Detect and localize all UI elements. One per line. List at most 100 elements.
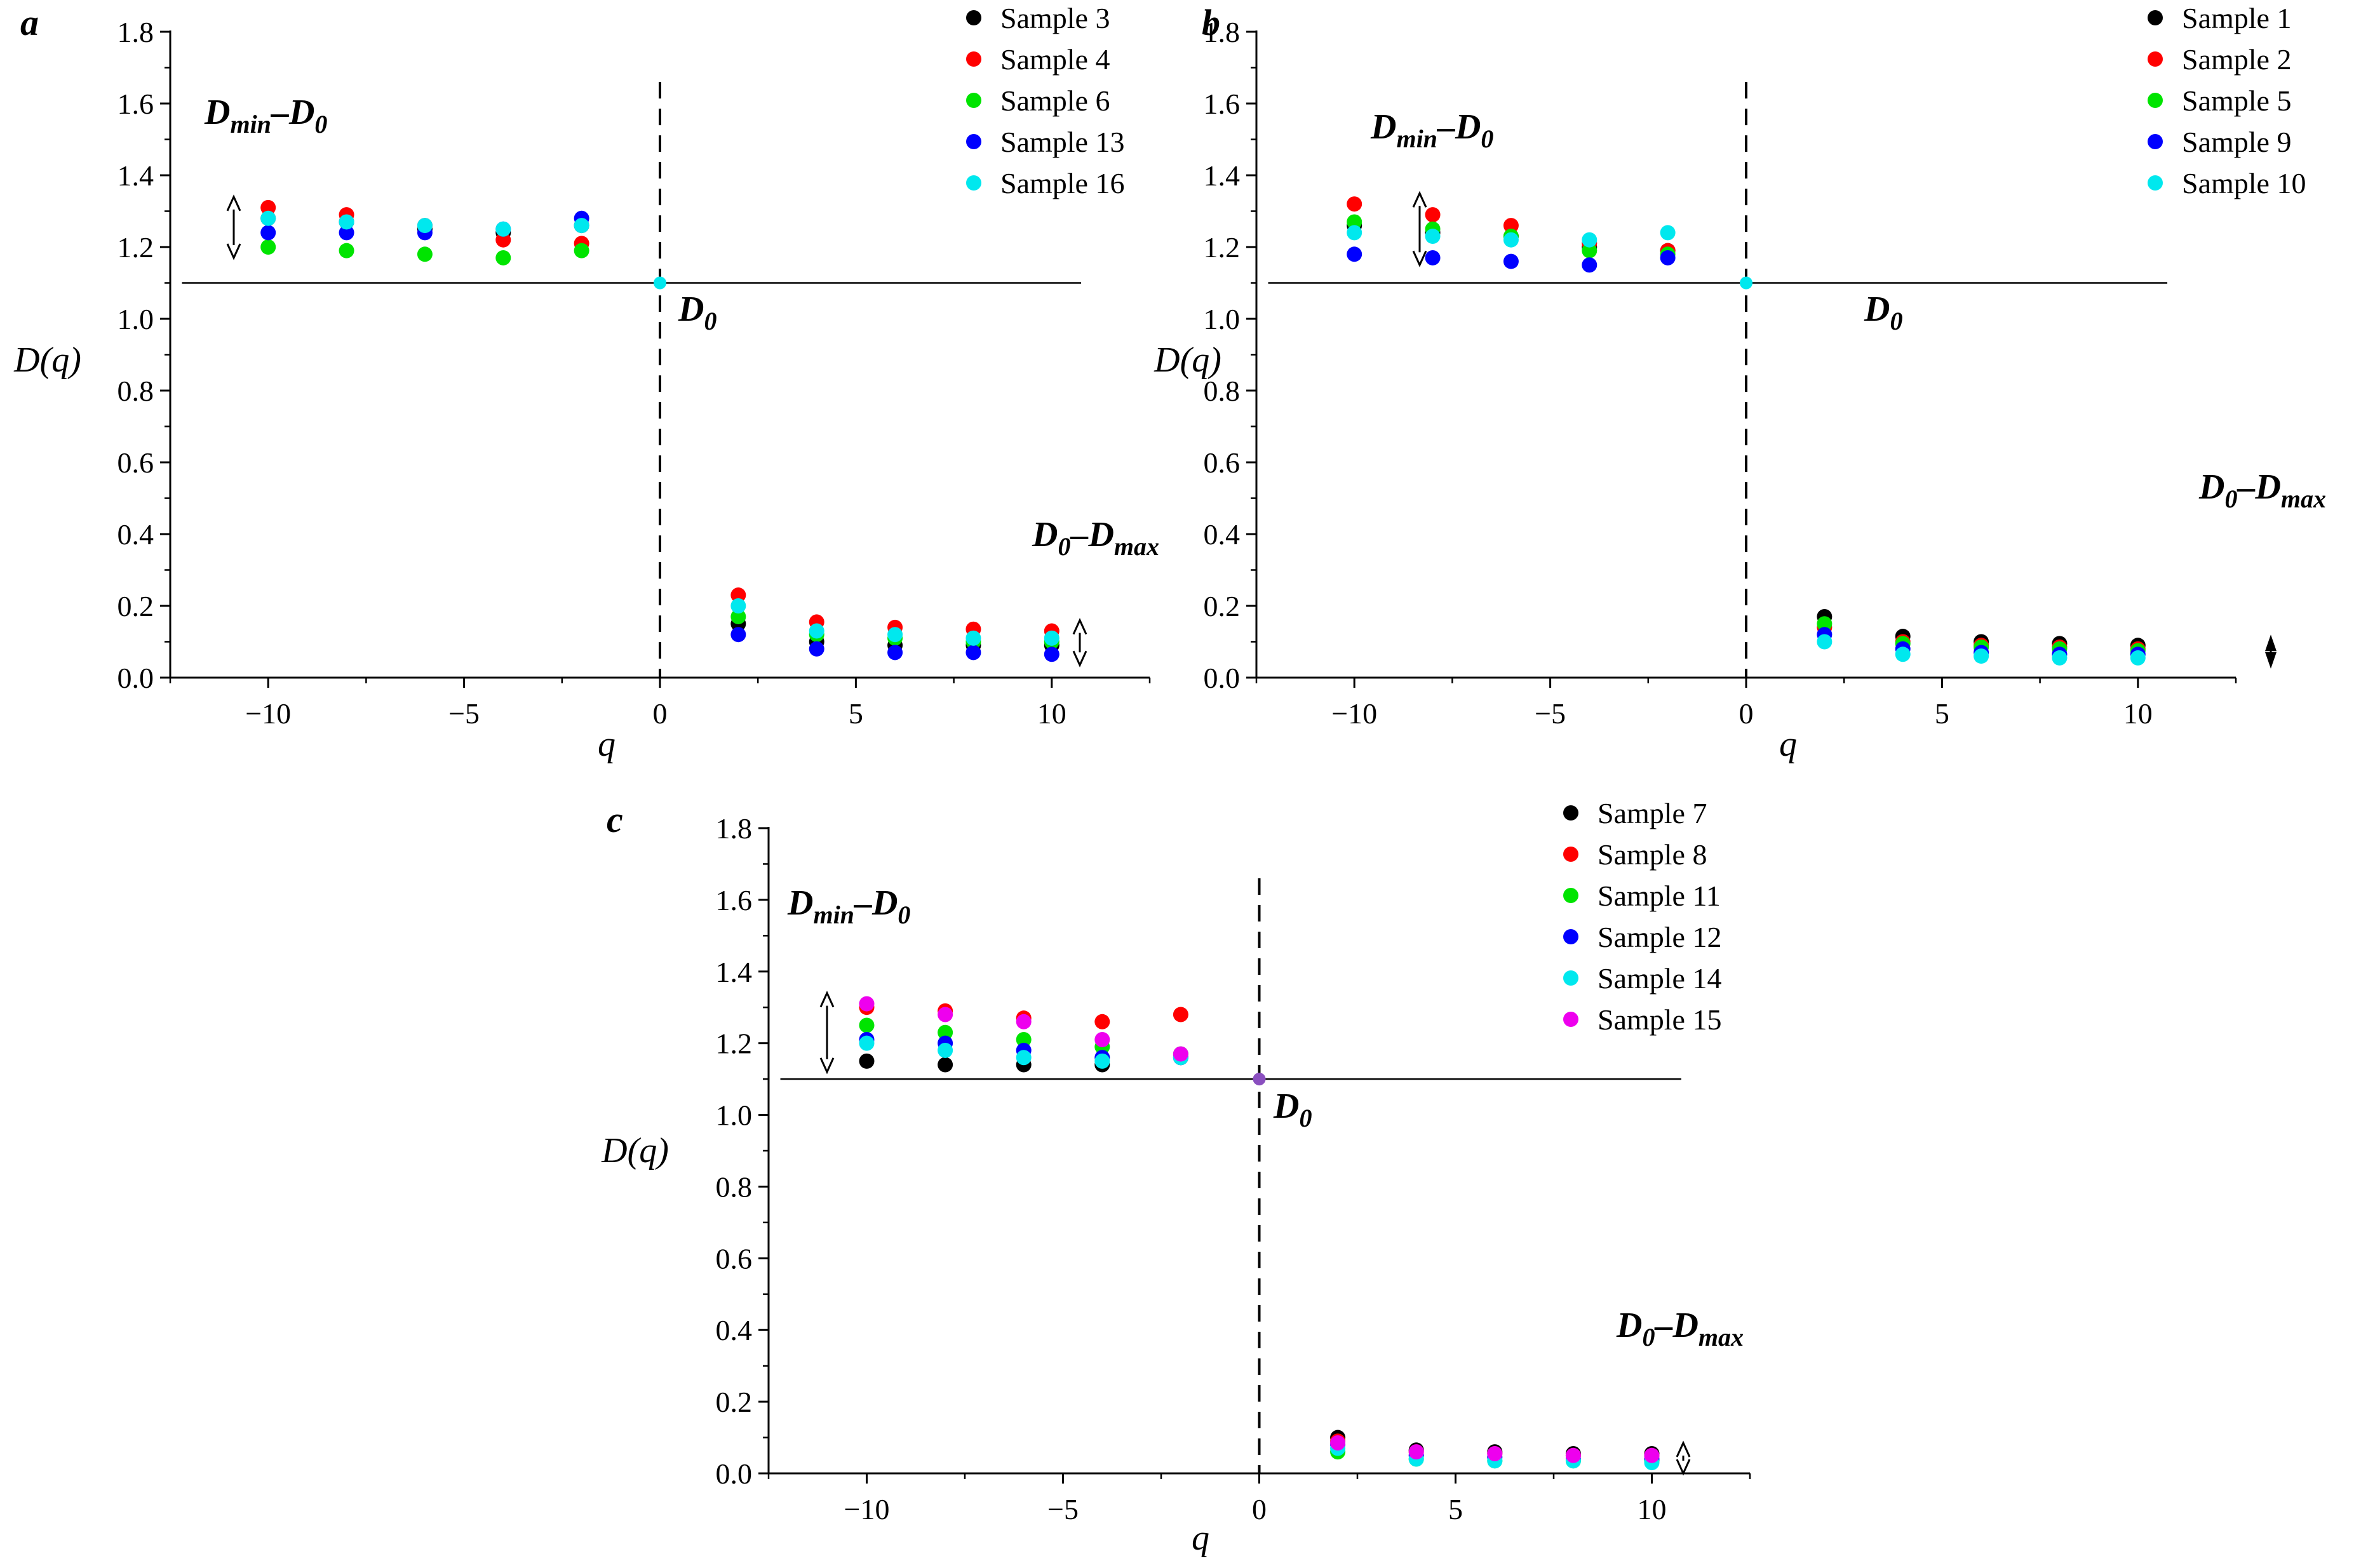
dmin-range-arrow-head-up xyxy=(226,194,241,211)
y-axis-label: D(q) xyxy=(601,1131,669,1170)
annot-text: D xyxy=(787,883,813,923)
data-point xyxy=(1582,257,1598,273)
data-point xyxy=(1582,243,1598,258)
legend-marker xyxy=(966,93,981,108)
dmin-range-arrow-head-down xyxy=(226,243,241,260)
data-point xyxy=(1094,1053,1110,1069)
x-tick-label: −10 xyxy=(1331,697,1377,730)
data-point xyxy=(339,225,354,241)
d0-data-point xyxy=(654,276,666,290)
x-tick-label: 0 xyxy=(653,697,668,730)
legend-label: Sample 1 xyxy=(2182,2,2291,34)
series-sample-15 xyxy=(859,996,1660,1463)
x-tick-label: 0 xyxy=(1252,1493,1267,1525)
annot-sub: max xyxy=(1698,1323,1744,1351)
y-tick-label: 1.6 xyxy=(716,884,753,916)
data-point xyxy=(1895,647,1911,662)
y-tick-label: 1.0 xyxy=(118,303,154,335)
legend-label: Sample 13 xyxy=(1000,126,1124,158)
data-point xyxy=(1817,616,1833,632)
data-point xyxy=(1660,225,1676,241)
x-tick-label: 10 xyxy=(2123,697,2153,730)
dmin-d0-annotation: Dmin–D0 xyxy=(204,93,327,138)
y-tick-label: 1.8 xyxy=(716,812,753,845)
data-point xyxy=(938,1007,953,1022)
data-point xyxy=(1660,250,1676,265)
y-tick-label: 1.6 xyxy=(1204,88,1241,120)
legend-label: Sample 6 xyxy=(1000,84,1110,117)
annot-text: D xyxy=(1032,515,1058,554)
annot-sub: 0 xyxy=(1481,124,1493,153)
data-point xyxy=(730,587,746,603)
data-point xyxy=(1582,232,1598,248)
series-sample-2 xyxy=(1347,196,2146,657)
data-point xyxy=(809,623,824,639)
dmin-range-arrow xyxy=(819,991,835,1075)
annot-sub: max xyxy=(1114,532,1159,561)
y-tick-label: 0.6 xyxy=(1204,446,1241,479)
data-point xyxy=(1044,630,1059,646)
d0-data-point xyxy=(1740,276,1752,290)
annot-text: –D xyxy=(1437,107,1481,147)
panel-a: 0.0 0.2 0.4 0.6 0.8 1.0 1.2 1.4 1.6 1.8 −10 −5 0 5 10 D… xyxy=(13,2,1159,764)
y-tick-label: 1.8 xyxy=(1204,16,1241,48)
data-point xyxy=(1330,1435,1346,1451)
data-point xyxy=(887,645,903,660)
x-tick-label: −5 xyxy=(1535,697,1566,730)
dmax-range-arrow xyxy=(2265,634,2277,669)
y-tick-label: 1.4 xyxy=(118,159,154,192)
d0-annotation: D0 xyxy=(1864,290,1902,335)
data-point xyxy=(859,1017,875,1033)
data-point xyxy=(1817,634,1833,650)
dmin-range-arrow xyxy=(226,194,241,260)
y-axis-label: D(q) xyxy=(13,340,81,380)
y-tick-label: 0.0 xyxy=(716,1457,753,1490)
y-tick-label: 0.2 xyxy=(1204,590,1241,622)
legend: Sample 1 Sample 2 Sample 5 Sample 9 Sample 1… xyxy=(2148,2,2306,199)
annot-sub: 0 xyxy=(1642,1323,1655,1351)
y-tick-label: 0.8 xyxy=(716,1170,753,1203)
data-point xyxy=(495,221,511,237)
annot-text: –D xyxy=(2237,467,2280,507)
y-tick-label: 1.0 xyxy=(716,1099,753,1132)
data-point xyxy=(730,627,746,643)
panel-c: 0.0 0.2 0.4 0.6 0.8 1.0 1.2 1.4 1.6 1.8 −10 −5 0 5 10 D… xyxy=(601,797,1751,1558)
x-axis-label: q xyxy=(1192,1518,1209,1558)
legend-marker xyxy=(2148,51,2163,67)
legend-label: Sample 9 xyxy=(2182,126,2291,158)
annot-text: D xyxy=(1616,1306,1642,1345)
data-point xyxy=(260,225,276,241)
panel-b: 0.0 0.2 0.4 0.6 0.8 1.0 1.2 1.4 1.6 1.8 −10 −5 0 5 10 D… xyxy=(1154,2,2326,764)
data-point xyxy=(1173,1007,1188,1022)
data-point xyxy=(887,627,903,643)
data-point xyxy=(495,232,511,248)
y-tick-label: 1.2 xyxy=(716,1028,753,1060)
annot-text: –D xyxy=(271,93,314,132)
y-tick-label: 1.6 xyxy=(118,88,154,120)
legend-marker xyxy=(966,51,981,67)
y-tick-label: 0.6 xyxy=(716,1242,753,1275)
x-tick-label: 10 xyxy=(1037,697,1066,730)
data-point xyxy=(339,243,354,258)
panel-label: b xyxy=(1202,2,1220,43)
annot-text: D xyxy=(678,290,704,329)
y-tick-label: 0.0 xyxy=(118,662,154,694)
legend-label: Sample 3 xyxy=(1000,2,1110,34)
legend-marker xyxy=(2148,93,2163,108)
dmax-range-arrow-head-up xyxy=(2265,634,2277,652)
dmax-range-arrow-head-down xyxy=(1072,650,1087,667)
data-point xyxy=(965,645,981,660)
dmax-range-arrow xyxy=(1072,617,1087,667)
legend-marker xyxy=(1563,805,1578,821)
data-point xyxy=(1408,1444,1424,1460)
y-tick-label: 0.0 xyxy=(1204,662,1241,694)
legend-marker xyxy=(1563,970,1578,986)
data-point xyxy=(1503,232,1519,248)
dmax-range-arrow-head-up xyxy=(1676,1440,1691,1457)
annot-text: D xyxy=(1273,1087,1299,1126)
data-point xyxy=(417,246,433,262)
y-tick-label: 1.4 xyxy=(716,956,753,988)
legend-label: Sample 7 xyxy=(1598,797,1707,829)
annot-text: D xyxy=(2198,467,2224,507)
x-tick-label: 5 xyxy=(1448,1493,1463,1525)
